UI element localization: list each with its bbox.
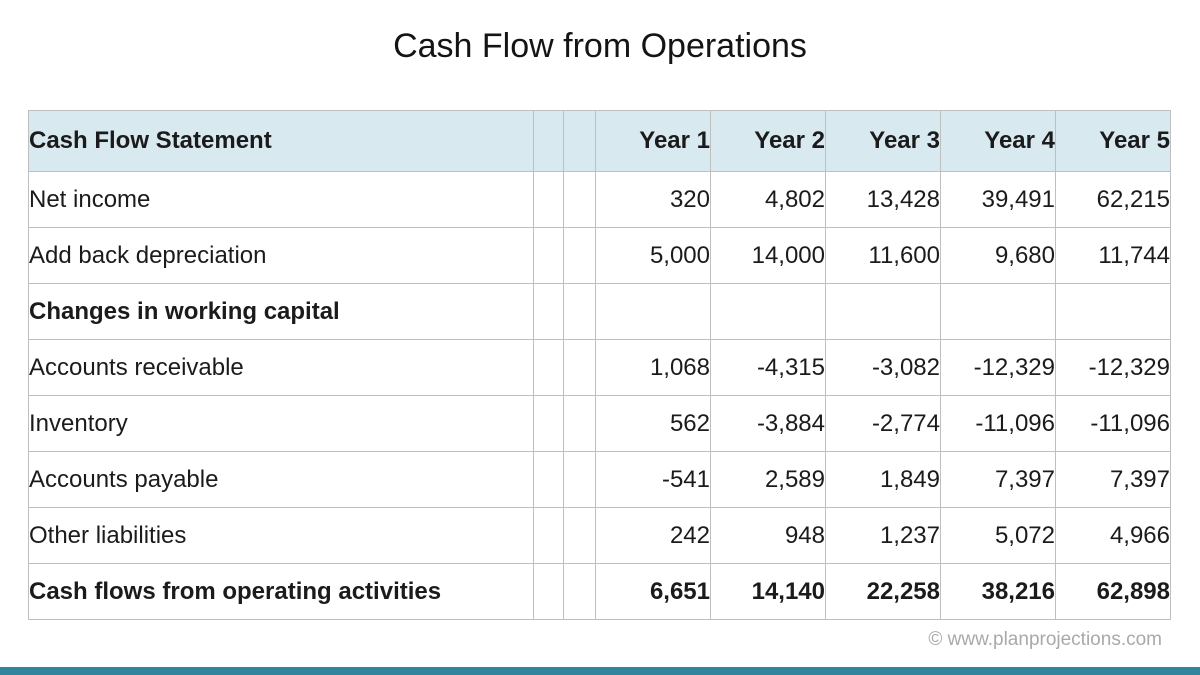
spacer-cell — [533, 171, 564, 228]
row-label: Accounts payable — [28, 451, 534, 508]
row-label: Inventory — [28, 395, 534, 452]
cell-value — [595, 283, 711, 340]
cell-value: 242 — [595, 507, 711, 564]
year-header: Year 1 — [595, 110, 711, 172]
cell-value: 38,216 — [940, 563, 1056, 620]
table-row-depreciation: Add back depreciation 5,000 14,000 11,60… — [28, 227, 1171, 284]
cell-value: 62,215 — [1055, 171, 1171, 228]
cell-value: 9,680 — [940, 227, 1056, 284]
row-label: Add back depreciation — [28, 227, 534, 284]
cell-value: 4,966 — [1055, 507, 1171, 564]
copyright-credit: © www.planprojections.com — [928, 629, 1162, 650]
spacer-cell — [533, 283, 564, 340]
cell-value: 2,589 — [710, 451, 826, 508]
table-row-other-liabilities: Other liabilities 242 948 1,237 5,072 4,… — [28, 507, 1171, 564]
cell-value: -12,329 — [1055, 339, 1171, 396]
cell-value: 11,600 — [825, 227, 941, 284]
cell-value: 7,397 — [1055, 451, 1171, 508]
spacer-cell — [563, 339, 596, 396]
cell-value: -3,884 — [710, 395, 826, 452]
spacer-cell — [563, 171, 596, 228]
cell-value — [825, 283, 941, 340]
cell-value: 11,744 — [1055, 227, 1171, 284]
cell-value: -11,096 — [1055, 395, 1171, 452]
cell-value: 320 — [595, 171, 711, 228]
cell-value: 7,397 — [940, 451, 1056, 508]
spacer-cell — [533, 563, 564, 620]
cell-value: 6,651 — [595, 563, 711, 620]
spacer-cell — [563, 395, 596, 452]
spacer-cell — [563, 563, 596, 620]
cell-value — [1055, 283, 1171, 340]
cell-value: 14,000 — [710, 227, 826, 284]
table-row-inventory: Inventory 562 -3,884 -2,774 -11,096 -11,… — [28, 395, 1171, 452]
spacer-cell — [563, 451, 596, 508]
cell-value: -3,082 — [825, 339, 941, 396]
cell-value: 1,068 — [595, 339, 711, 396]
spacer-cell — [533, 339, 564, 396]
year-header: Year 4 — [940, 110, 1056, 172]
cell-value: 4,802 — [710, 171, 826, 228]
cell-value: 22,258 — [825, 563, 941, 620]
row-label: Changes in working capital — [28, 283, 534, 340]
spacer-cell — [533, 227, 564, 284]
row-label: Cash flows from operating activities — [28, 563, 534, 620]
table-header-row: Cash Flow Statement Year 1 Year 2 Year 3… — [28, 110, 1171, 172]
spacer-cell — [533, 110, 564, 172]
cell-value: 948 — [710, 507, 826, 564]
row-label: Other liabilities — [28, 507, 534, 564]
spacer-cell — [533, 451, 564, 508]
cell-value: 1,849 — [825, 451, 941, 508]
cell-value: -2,774 — [825, 395, 941, 452]
cell-value: -541 — [595, 451, 711, 508]
table-title-cell: Cash Flow Statement — [28, 110, 534, 172]
cell-value: -4,315 — [710, 339, 826, 396]
cell-value: 1,237 — [825, 507, 941, 564]
cell-value — [940, 283, 1056, 340]
table-row-net-income: Net income 320 4,802 13,428 39,491 62,21… — [28, 171, 1171, 228]
page-title: Cash Flow from Operations — [393, 27, 807, 65]
cell-value: 39,491 — [940, 171, 1056, 228]
cell-value: 13,428 — [825, 171, 941, 228]
spacer-cell — [563, 227, 596, 284]
row-label: Accounts receivable — [28, 339, 534, 396]
year-header: Year 2 — [710, 110, 826, 172]
cash-flow-table: Cash Flow Statement Year 1 Year 2 Year 3… — [28, 110, 1171, 620]
table-row-working-capital-heading: Changes in working capital — [28, 283, 1171, 340]
table-row-accounts-payable: Accounts payable -541 2,589 1,849 7,397 … — [28, 451, 1171, 508]
table-row-accounts-receivable: Accounts receivable 1,068 -4,315 -3,082 … — [28, 339, 1171, 396]
spacer-cell — [563, 110, 596, 172]
cell-value: -11,096 — [940, 395, 1056, 452]
cell-value: 14,140 — [710, 563, 826, 620]
row-label: Net income — [28, 171, 534, 228]
spacer-cell — [563, 507, 596, 564]
spacer-cell — [533, 507, 564, 564]
accent-bar — [0, 667, 1200, 675]
cell-value — [710, 283, 826, 340]
year-header: Year 5 — [1055, 110, 1171, 172]
spacer-cell — [563, 283, 596, 340]
cell-value: 5,072 — [940, 507, 1056, 564]
cell-value: 562 — [595, 395, 711, 452]
table-row-total-operating-cash-flows: Cash flows from operating activities 6,6… — [28, 563, 1171, 620]
cell-value: 5,000 — [595, 227, 711, 284]
year-header: Year 3 — [825, 110, 941, 172]
cell-value: 62,898 — [1055, 563, 1171, 620]
cell-value: -12,329 — [940, 339, 1056, 396]
spacer-cell — [533, 395, 564, 452]
